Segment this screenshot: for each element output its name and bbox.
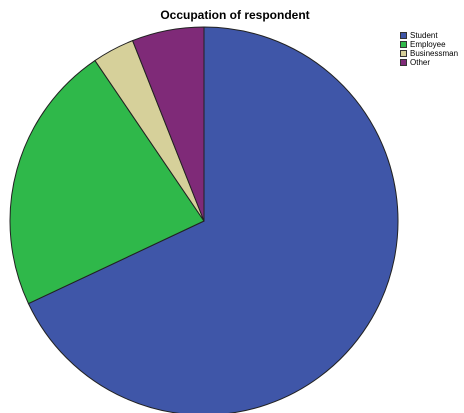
legend-swatch-employee <box>400 41 407 48</box>
legend-swatch-student <box>400 32 407 39</box>
legend-label-employee: Employee <box>410 40 446 49</box>
legend-swatch-other <box>400 59 407 66</box>
pie-slices <box>9 26 399 413</box>
legend: Student Employee Businessman Other <box>400 31 464 67</box>
legend-item-student: Student <box>400 31 464 40</box>
pie-slice-student <box>27 26 399 413</box>
legend-label-businessman: Businessman <box>410 49 459 58</box>
legend-label-student: Student <box>410 31 438 40</box>
legend-item-other: Other <box>400 58 464 67</box>
chart-title: Occupation of respondent <box>160 8 310 22</box>
pie-slice-other <box>131 26 205 222</box>
legend-item-employee: Employee <box>400 40 464 49</box>
pie-slice-employee <box>9 59 205 305</box>
legend-item-businessman: Businessman <box>400 49 464 58</box>
legend-swatch-businessman <box>400 50 407 57</box>
legend-label-other: Other <box>410 58 431 67</box>
